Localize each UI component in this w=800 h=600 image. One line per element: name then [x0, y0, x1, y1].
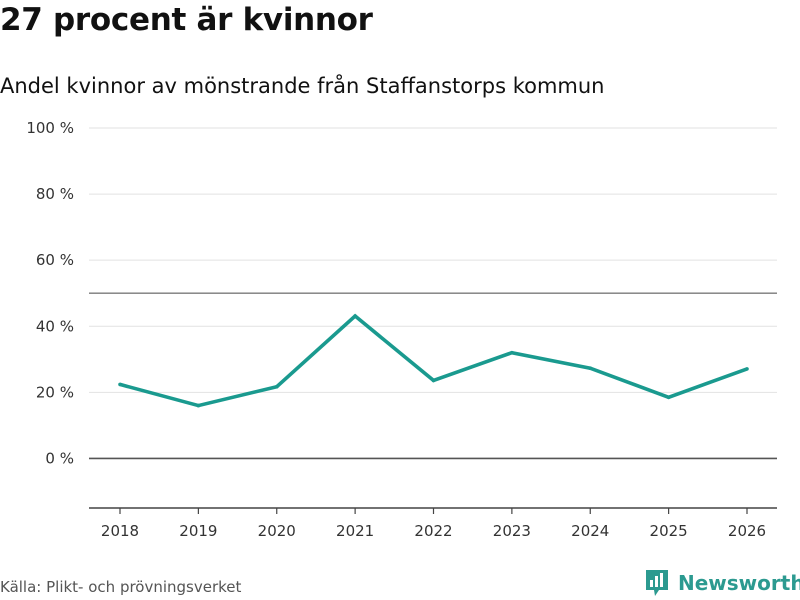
x-tick-label: 2021: [336, 522, 374, 540]
y-tick-label: 40 %: [36, 317, 74, 335]
y-tick-label: 60 %: [36, 251, 74, 269]
x-tick-label: 2018: [101, 522, 139, 540]
y-tick-label: 80 %: [36, 185, 74, 203]
newsworthy-logo-icon: [646, 570, 668, 596]
source-note: Källa: Plikt- och prövningsverket: [0, 578, 242, 596]
data-point: [274, 384, 279, 389]
data-point: [353, 314, 357, 318]
y-tick-label: 0 %: [45, 449, 74, 467]
x-tick-label: 2022: [414, 522, 452, 540]
brand-logo[interactable]: Newsworthy: [644, 568, 800, 598]
data-point: [431, 378, 436, 383]
data-point: [118, 382, 122, 387]
data-point: [745, 367, 749, 371]
x-tick-label: 2026: [728, 522, 766, 540]
y-tick-label: 20 %: [36, 383, 74, 401]
brand-name: Newsworthy: [678, 571, 800, 595]
data-point: [588, 366, 593, 371]
data-point: [510, 350, 514, 355]
x-tick-label: 2020: [258, 522, 296, 540]
chart-subtitle: Andel kvinnor av mönstrande från Staffan…: [0, 74, 605, 98]
x-tick-label: 2024: [571, 522, 609, 540]
data-point: [196, 403, 201, 408]
y-tick-label: 100 %: [26, 119, 74, 137]
x-tick-label: 2023: [493, 522, 531, 540]
chart-title: 27 procent är kvinnor: [0, 2, 373, 38]
data-point: [666, 395, 671, 400]
x-tick-label: 2019: [179, 522, 217, 540]
x-tick-label: 2025: [650, 522, 688, 540]
